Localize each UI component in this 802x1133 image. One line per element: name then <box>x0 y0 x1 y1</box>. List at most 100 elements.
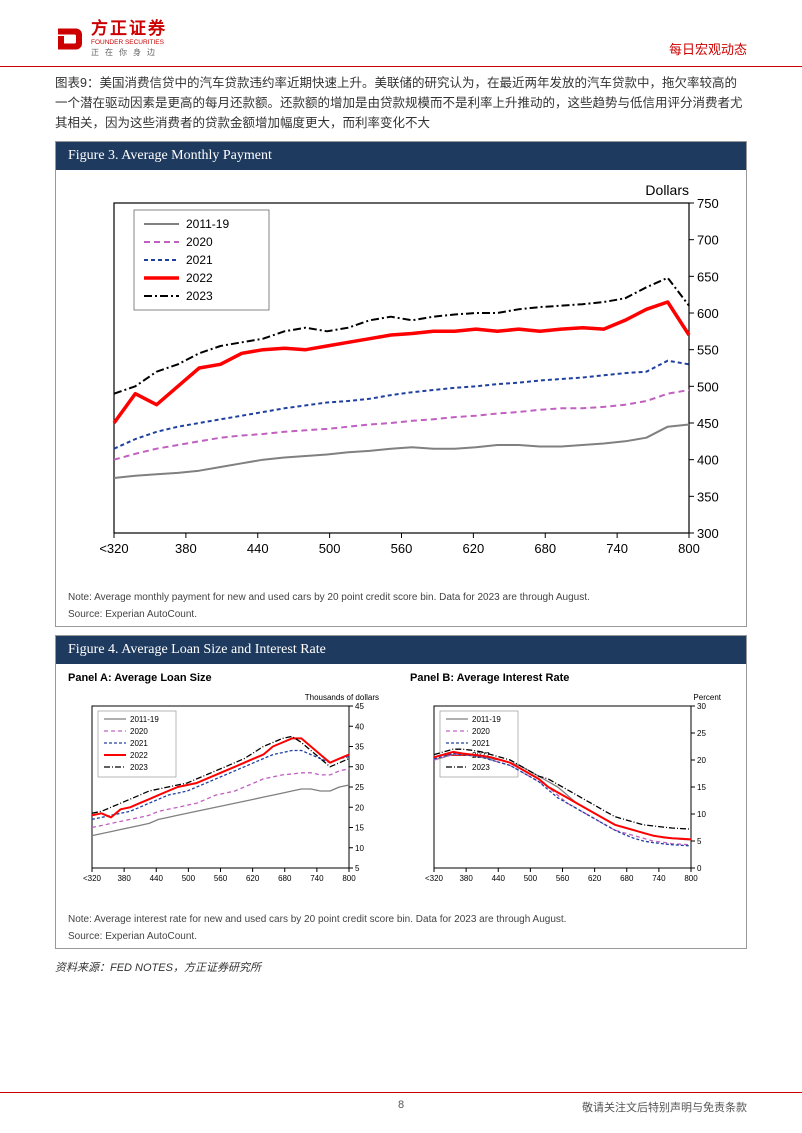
figure4-panels-row: Panel A: Average Loan Size Thousands of … <box>56 664 746 909</box>
figure3-source: Source: Experian AutoCount. <box>56 607 746 626</box>
svg-text:25: 25 <box>697 729 706 738</box>
figure3-chart: Dollars 300 350 400 450 500 550 600 650 700 750 <32… <box>56 170 746 587</box>
header-category: 每日宏观动态 <box>669 39 747 58</box>
figure3-note: Note: Average monthly payment for new an… <box>56 587 746 607</box>
svg-text:380: 380 <box>175 541 197 556</box>
svg-text:2021: 2021 <box>186 253 213 267</box>
svg-text:<320: <320 <box>99 541 128 556</box>
footer-disclaimer: 敬请关注文后特别声明与免责条款 <box>582 1099 747 1115</box>
figure3-panel: Figure 3. Average Monthly Payment Dollar… <box>55 141 747 627</box>
svg-text:620: 620 <box>463 541 485 556</box>
svg-text:560: 560 <box>556 874 570 883</box>
panel-a-svg: Thousands of dollars51015202530354045<32… <box>64 688 384 898</box>
svg-text:2022: 2022 <box>186 271 213 285</box>
figure4-panel: Figure 4. Average Loan Size and Interest… <box>55 635 747 949</box>
logo-en: FOUNDER SECURITIES <box>91 39 167 46</box>
page-header: 方正证券 FOUNDER SECURITIES 正在你身边 每日宏观动态 <box>0 0 802 67</box>
svg-text:680: 680 <box>620 874 634 883</box>
figure4-source: Source: Experian AutoCount. <box>56 929 746 948</box>
panel-a-title: Panel A: Average Loan Size <box>64 670 396 688</box>
svg-text:500: 500 <box>697 379 719 394</box>
svg-text:2022: 2022 <box>130 751 148 760</box>
svg-text:25: 25 <box>355 783 364 792</box>
svg-text:5: 5 <box>355 864 360 873</box>
logo-tagline: 正在你身边 <box>91 49 167 58</box>
svg-text:380: 380 <box>459 874 473 883</box>
logo-cn: 方正证券 <box>91 20 167 39</box>
svg-text:550: 550 <box>697 342 719 357</box>
chapter-caption: 图表9：美国消费信贷中的汽车贷款违约率近期快速上升。美联储的研究认为，在最近两年… <box>0 67 802 137</box>
svg-text:400: 400 <box>697 452 719 467</box>
svg-text:20: 20 <box>697 756 706 765</box>
svg-text:Percent: Percent <box>693 693 721 702</box>
svg-text:750: 750 <box>697 196 719 211</box>
svg-text:800: 800 <box>342 874 356 883</box>
chapter-text: 美国消费信贷中的汽车贷款违约率近期快速上升。美联储的研究认为，在最近两年发放的汽… <box>55 76 743 130</box>
svg-text:700: 700 <box>697 232 719 247</box>
page-footer: 8 敬请关注文后特别声明与免责条款 <box>0 1092 802 1115</box>
svg-text:650: 650 <box>697 269 719 284</box>
svg-text:500: 500 <box>319 541 341 556</box>
svg-text:560: 560 <box>391 541 413 556</box>
svg-text:20: 20 <box>355 803 364 812</box>
svg-text:800: 800 <box>678 541 700 556</box>
panel-b-title: Panel B: Average Interest Rate <box>406 670 738 688</box>
figure4-panel-a: Panel A: Average Loan Size Thousands of … <box>64 670 396 903</box>
svg-text:2021: 2021 <box>130 739 148 748</box>
svg-text:450: 450 <box>697 416 719 431</box>
panel-b-svg: Percent 0 5 10 15 20 25 30 <320 380 440 500 560 620 68… <box>406 688 726 898</box>
svg-text:2023: 2023 <box>472 763 490 772</box>
svg-text:440: 440 <box>247 541 269 556</box>
svg-text:40: 40 <box>355 722 364 731</box>
svg-text:500: 500 <box>524 874 538 883</box>
svg-text:30: 30 <box>355 762 364 771</box>
svg-text:2021: 2021 <box>472 739 490 748</box>
svg-text:350: 350 <box>697 489 719 504</box>
figure3-title: Figure 3. Average Monthly Payment <box>56 142 746 170</box>
svg-text:10: 10 <box>697 810 706 819</box>
figure4-panel-b: Panel B: Average Interest Rate Percent 0 5… <box>406 670 738 903</box>
svg-text:Dollars: Dollars <box>645 182 689 198</box>
svg-text:2023: 2023 <box>130 763 148 772</box>
svg-text:15: 15 <box>697 783 706 792</box>
document-page: 方正证券 FOUNDER SECURITIES 正在你身边 每日宏观动态 图表9… <box>0 0 802 1133</box>
svg-text:2020: 2020 <box>186 235 213 249</box>
svg-text:2020: 2020 <box>472 727 490 736</box>
svg-text:680: 680 <box>278 874 292 883</box>
svg-text:740: 740 <box>652 874 666 883</box>
svg-text:440: 440 <box>150 874 164 883</box>
svg-text:10: 10 <box>355 843 364 852</box>
svg-text:560: 560 <box>214 874 228 883</box>
svg-text:300: 300 <box>697 526 719 541</box>
founder-logo-icon <box>55 24 85 54</box>
svg-text:2011-19: 2011-19 <box>130 715 159 724</box>
svg-text:2023: 2023 <box>186 289 213 303</box>
svg-text:600: 600 <box>697 306 719 321</box>
svg-text:30: 30 <box>697 702 706 711</box>
svg-text:<320: <320 <box>83 874 102 883</box>
page-number: 8 <box>398 1099 404 1111</box>
source-cn: 资料来源：FED NOTES，方正证券研究所 <box>0 957 802 977</box>
svg-text:0: 0 <box>697 864 702 873</box>
svg-text:2020: 2020 <box>130 727 148 736</box>
svg-text:620: 620 <box>588 874 602 883</box>
svg-text:620: 620 <box>246 874 260 883</box>
svg-text:680: 680 <box>534 541 556 556</box>
svg-text:15: 15 <box>355 823 364 832</box>
svg-text:45: 45 <box>355 702 364 711</box>
svg-text:740: 740 <box>310 874 324 883</box>
svg-text:2011-19: 2011-19 <box>472 715 501 724</box>
figure4-title: Figure 4. Average Loan Size and Interest… <box>56 636 746 664</box>
svg-text:740: 740 <box>606 541 628 556</box>
svg-text:2011-19: 2011-19 <box>186 217 229 231</box>
svg-text:5: 5 <box>697 837 702 846</box>
chapter-label: 图表9： <box>55 76 99 90</box>
svg-text:<320: <320 <box>425 874 444 883</box>
logo-block: 方正证券 FOUNDER SECURITIES 正在你身边 <box>55 20 167 58</box>
svg-text:440: 440 <box>492 874 506 883</box>
svg-text:800: 800 <box>684 874 698 883</box>
svg-text:Thousands of dollars: Thousands of dollars <box>305 693 379 702</box>
figure4-note: Note: Average interest rate for new and … <box>56 909 746 929</box>
svg-text:380: 380 <box>117 874 131 883</box>
logo-text: 方正证券 FOUNDER SECURITIES 正在你身边 <box>91 20 167 58</box>
